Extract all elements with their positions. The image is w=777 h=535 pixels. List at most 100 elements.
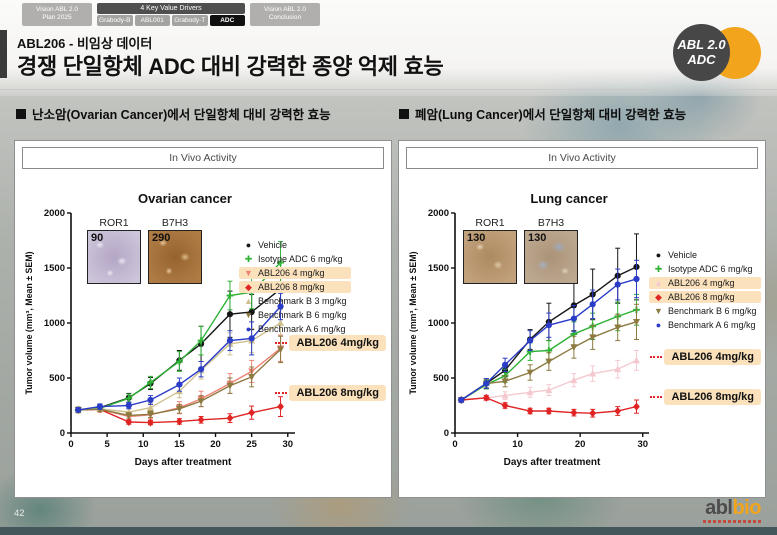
nav-tab-abl001[interactable]: ABL001	[134, 15, 170, 26]
nav-subtabs: Grabody-B ABL001 Grabody-T ADC	[97, 15, 245, 26]
legend-label: ABL206 4 mg/kg	[258, 268, 325, 278]
dotted-leader-line	[275, 342, 288, 344]
callout-label: ABL206 8mg/kg	[289, 385, 386, 401]
legend-label: Vehicle	[258, 240, 288, 250]
triangle-marker-icon: ▲	[244, 295, 253, 306]
svg-text:10: 10	[138, 439, 149, 450]
legend-item: ● Benchmark A 6 mg/kg	[239, 323, 351, 335]
callout-label: ABL206 4mg/kg	[289, 335, 386, 351]
legend-label: Isotype ADC 6 mg/kg	[668, 264, 753, 274]
tridown-marker-icon: ▼	[244, 267, 253, 278]
square-bullet-icon	[399, 108, 409, 119]
svg-text:25: 25	[246, 439, 257, 450]
circle-marker-icon: ●	[655, 249, 662, 260]
logo-tagline	[703, 520, 761, 523]
title-divider	[0, 89, 777, 90]
plus-marker-icon: ✚	[244, 253, 253, 264]
chart-title: Lung cancer	[530, 191, 608, 206]
legend-item: ● Vehicle	[239, 239, 351, 251]
ihc-insets: ROR1 90 B7H3 290	[87, 217, 202, 284]
inset-label: B7H3	[537, 217, 565, 229]
ihc-inset-ror1: ROR1 90	[87, 217, 141, 284]
legend-item: ◆ ABL206 8 mg/kg	[649, 291, 761, 303]
nav-tab-adc[interactable]: ADC	[209, 15, 245, 26]
panel-ovarian-cancer: In Vivo Activity Ovarian cancer 0 5 10 15 20…	[14, 140, 392, 498]
svg-text:0: 0	[60, 428, 65, 439]
legend-label: Vehicle	[668, 250, 698, 260]
legend-label: Benchmark A 6 mg/kg	[258, 324, 346, 334]
section-heading-ovarian: 난소암(Ovarian Cancer)에서 단일항체 대비 강력한 효능	[16, 104, 331, 123]
circle-marker-icon: ●	[245, 239, 252, 250]
tumor-volume-chart-ovarian: 0 5 10 15 20 25 30 0 500 1000 1500 2000 Days after t…	[24, 208, 295, 468]
ihc-inset-b7h3: B7H3 290	[148, 217, 202, 284]
callout-abl206-8mg: ABL206 8mg/kg	[275, 385, 386, 401]
legend-label: Benchmark B 6 mg/kg	[668, 306, 757, 316]
tridown-marker-icon: ▼	[244, 309, 253, 320]
legend-item: ▲ Benchmark B 3 mg/kg	[239, 295, 351, 307]
legend-label: Benchmark B 6 mg/kg	[258, 310, 347, 320]
legend-label: ABL206 4 mg/kg	[668, 278, 735, 288]
inset-label: ROR1	[99, 217, 129, 229]
nav-tab-vision-plan[interactable]: Vision ABL 2.0 Plan 2025	[22, 3, 92, 26]
nav-tab-line: Vision ABL 2.0	[264, 6, 306, 13]
nav-tab-grabody-b[interactable]: Grabody-B	[97, 15, 133, 26]
nav-group-title: 4 Key Value Drivers	[97, 3, 245, 14]
svg-text:5: 5	[104, 439, 110, 450]
legend-label: Benchmark A 6 mg/kg	[668, 320, 756, 330]
diamond-marker-icon: ◆	[655, 291, 662, 302]
title-accent-bar	[0, 30, 7, 78]
in-vivo-activity-label: In Vivo Activity	[22, 147, 384, 169]
svg-text:500: 500	[49, 373, 65, 384]
logo-text-abl: abl	[705, 497, 733, 519]
inset-label: ROR1	[475, 217, 505, 229]
inset-label: B7H3	[161, 217, 189, 229]
logo-text-bio: bio	[732, 497, 762, 519]
nav-tab-line: Plan 2025	[42, 14, 72, 22]
nav-tab-vision-conclusion[interactable]: Vision ABL 2.0 Conclusion	[250, 3, 320, 26]
badge-text: ABL 2.0	[677, 37, 726, 53]
chart-legend: ● Vehicle ✚ Isotype ADC 6 mg/kg ▼ ABL206 4 mg…	[239, 239, 351, 335]
in-vivo-activity-label: In Vivo Activity	[406, 147, 758, 169]
badge-text: ADC	[687, 51, 716, 67]
svg-text:0: 0	[444, 428, 449, 439]
nav-tab-grabody-t[interactable]: Grabody-T	[172, 15, 208, 26]
legend-item: ▼ ABL206 4 mg/kg	[239, 267, 351, 279]
legend-item: ✚ Isotype ADC 6 mg/kg	[649, 263, 761, 275]
diamond-marker-icon: ◆	[245, 281, 252, 292]
bottom-strip	[0, 527, 777, 535]
section-heading-text: 난소암(Ovarian Cancer)에서 단일항체 대비 강력한 효능	[32, 108, 331, 122]
svg-text:2000: 2000	[428, 208, 449, 219]
ihc-image: 90	[87, 230, 141, 284]
square-bullet-icon	[16, 108, 26, 119]
dotted-leader-line	[650, 356, 663, 358]
legend-item: ◆ ABL206 8 mg/kg	[239, 281, 351, 293]
legend-label: ABL206 8 mg/kg	[258, 282, 325, 292]
legend-label: Isotype ADC 6 mg/kg	[258, 254, 343, 264]
nav-group-key-value-drivers: 4 Key Value Drivers Grabody-B ABL001 Gra…	[97, 3, 245, 26]
plus-marker-icon: ✚	[654, 263, 663, 274]
svg-text:20: 20	[210, 439, 221, 450]
svg-text:1000: 1000	[44, 318, 65, 329]
ihc-inset-ror1: ROR1 130	[463, 217, 517, 284]
slide-navigation: Vision ABL 2.0 Plan 2025 4 Key Value Dri…	[22, 3, 320, 26]
tridown-marker-icon: ▼	[654, 305, 663, 316]
svg-text:1500: 1500	[428, 263, 449, 274]
svg-text:15: 15	[174, 439, 185, 450]
svg-text:30: 30	[637, 439, 648, 450]
legend-item: ▲ ABL206 4 mg/kg	[649, 277, 761, 289]
ihc-score: 130	[528, 232, 547, 244]
svg-text:0: 0	[68, 439, 73, 450]
dotted-leader-line	[650, 396, 663, 398]
svg-text:2000: 2000	[44, 208, 65, 219]
svg-text:0: 0	[452, 439, 457, 450]
callout-abl206-8mg: ABL206 8mg/kg	[650, 389, 761, 405]
legend-label: ABL206 8 mg/kg	[668, 292, 735, 302]
callout-abl206-4mg: ABL206 4mg/kg	[650, 349, 761, 365]
page-title: 경쟁 단일항체 ADC 대비 강력한 종양 억제 효능	[17, 54, 444, 79]
legend-label: Benchmark B 3 mg/kg	[258, 296, 347, 306]
slide-kicker: ABL206 - 비임상 데이터	[17, 36, 153, 51]
svg-text:Tumor volume (mm³, Mean ± SEM): Tumor volume (mm³, Mean ± SEM)	[408, 251, 418, 394]
legend-item: ● Vehicle	[649, 249, 761, 261]
svg-text:30: 30	[282, 439, 293, 450]
ihc-score: 290	[152, 232, 171, 244]
